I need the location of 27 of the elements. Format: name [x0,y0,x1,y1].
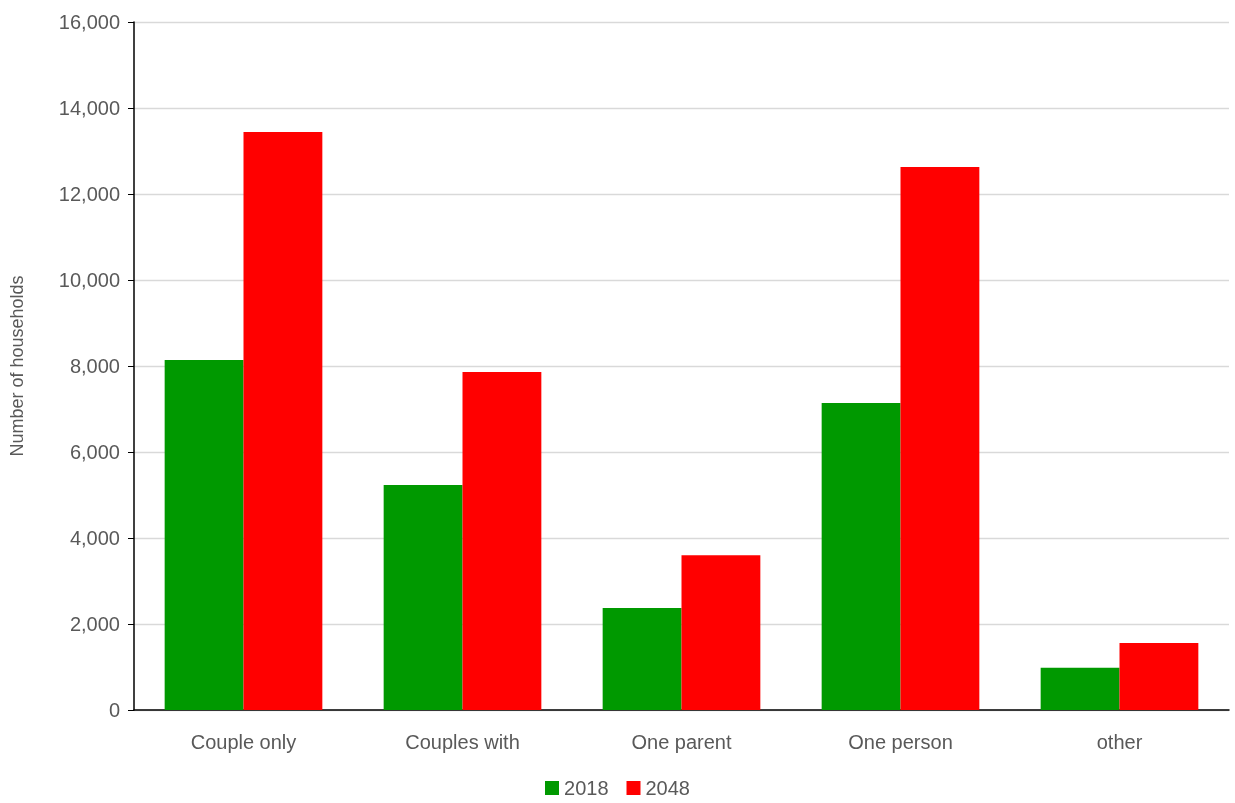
x-tick-label: One parent [631,731,732,753]
bar [1119,642,1199,710]
legend-label: 2048 [645,777,690,799]
y-tick-label: 10,000 [58,269,120,291]
x-tick-label: Couple only [190,731,297,753]
bar [602,608,682,710]
bar [164,359,244,710]
bar [462,372,542,710]
y-axis-title: Number of households [7,275,27,457]
y-tick-label: 2,000 [69,613,120,635]
x-tick-label: One person [848,731,953,753]
bar [681,555,761,710]
bar [383,485,463,710]
y-tick-label: 0 [108,699,120,721]
y-tick-label: 4,000 [69,527,120,549]
bar [1040,667,1120,710]
y-tick-label: 6,000 [69,441,120,463]
y-tick-label: 16,000 [58,11,120,33]
bar [900,166,980,710]
x-tick-label: other [1096,731,1143,753]
y-tick-label: 12,000 [58,183,120,205]
bar [243,132,323,710]
x-tick-label: Couples with [405,731,520,753]
y-tick-label: 14,000 [58,97,120,119]
legend-label: 2018 [564,777,609,799]
bar [821,402,901,710]
y-tick-label: 8,000 [69,355,120,377]
